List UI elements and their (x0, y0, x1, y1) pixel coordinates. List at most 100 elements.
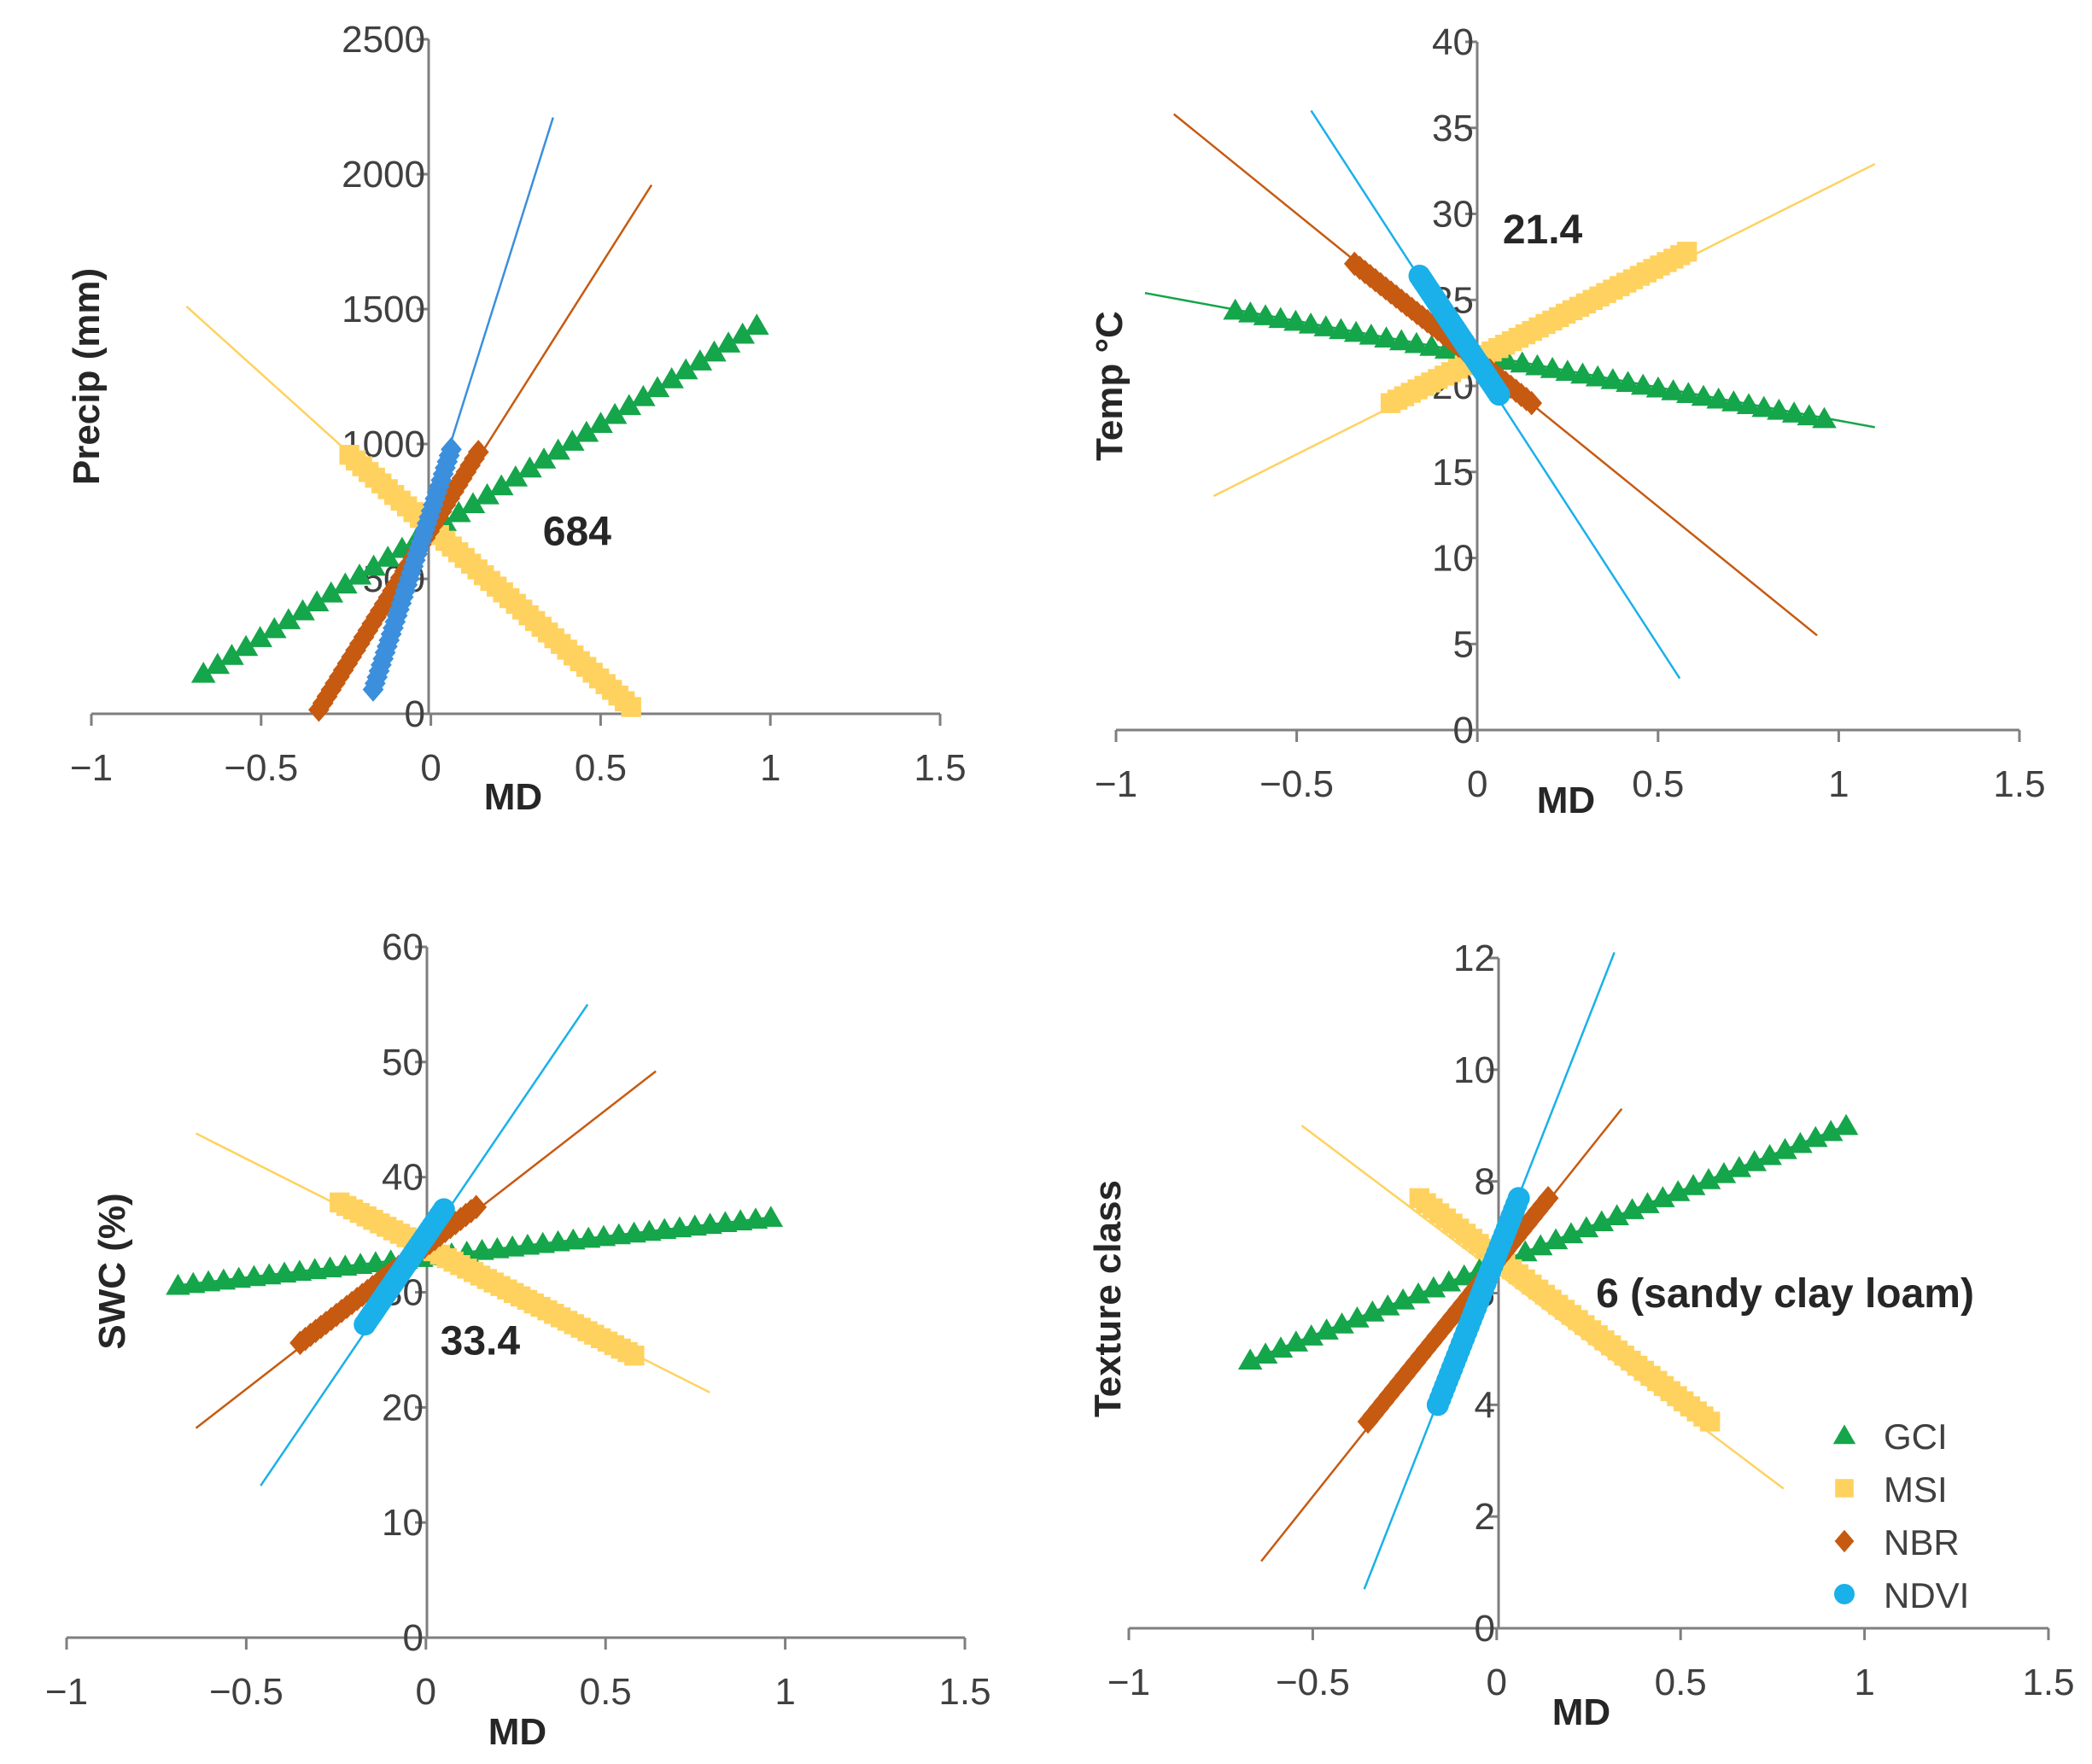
data-point-gci (361, 554, 386, 576)
x-tick-label: 1.5 (2022, 1662, 2074, 1703)
data-point-gci (1543, 1228, 1569, 1250)
y-axis-title-temp: Temp °C (1089, 311, 1131, 461)
data-point-nbr (1527, 1199, 1549, 1224)
y-tick-label: 15 (1432, 452, 1474, 494)
data-point-gci (1452, 1264, 1476, 1286)
data-point-gci (1374, 326, 1399, 348)
legend-label-nbr: NBR (1884, 1522, 1960, 1562)
y-tick-label: 20 (382, 1387, 424, 1428)
data-point-gci (1781, 401, 1807, 423)
data-point-ndvi (441, 437, 462, 462)
data-point-gci (1360, 1300, 1385, 1322)
data-point-gci (716, 331, 741, 353)
data-point-gci (503, 464, 529, 487)
y-tick-label: 30 (1432, 194, 1474, 236)
data-point-gci (1494, 348, 1520, 370)
data-point-gci (1604, 1204, 1629, 1225)
data-point-gci (1812, 406, 1837, 429)
x-tick-label: 1.5 (914, 747, 966, 789)
data-point-gci (1268, 307, 1294, 329)
y-tick-label: 50 (382, 1042, 424, 1084)
panel-precip: Precip (mm) MD −1−0.500.511.505001000150… (66, 19, 967, 818)
data-point-gci (1736, 393, 1762, 415)
y-tick-label: 5 (1453, 623, 1474, 665)
data-point-gci (645, 376, 670, 398)
data-point-gci (1329, 1312, 1354, 1334)
annotation-value: 684 (543, 510, 611, 555)
data-point-gci (1421, 1276, 1446, 1298)
data-point-gci (1268, 1336, 1294, 1358)
data-point-gci (1833, 1113, 1859, 1136)
data-point-msi (1676, 242, 1698, 262)
data-point-gci (1375, 1294, 1400, 1316)
data-point-nbr (1537, 1185, 1559, 1211)
legend-item-gci: GCI (1832, 1416, 1948, 1457)
data-point-gci (1680, 1174, 1706, 1195)
y-tick-label: 35 (1432, 108, 1474, 149)
data-point-gci (1706, 387, 1731, 409)
x-axis-title-precip: MD (484, 776, 542, 818)
data-point-gci (1767, 398, 1791, 420)
data-point-gci (1803, 1125, 1828, 1148)
y-tick-label: 0 (1475, 1608, 1495, 1650)
data-point-gci (517, 456, 542, 478)
x-tick-label: 0 (1467, 763, 1487, 805)
y-tick-label: 4 (1475, 1384, 1495, 1426)
data-point-gci (702, 340, 727, 362)
data-point-gci (488, 474, 514, 496)
data-point-gci (1419, 335, 1444, 356)
x-tick-label: −0.5 (1276, 1662, 1350, 1703)
data-point-gci (1345, 1306, 1370, 1328)
data-point-gci (1788, 1131, 1813, 1154)
panel-temp: Temp °C MD −1 −0.5 0 0.5 1 1.5051015202530354… (1089, 21, 2046, 821)
y-tick-label: 40 (382, 1157, 424, 1199)
x-tick-label: −0.5 (209, 1671, 283, 1713)
legend-label-msi: MSI (1884, 1469, 1948, 1510)
data-point-msi (621, 697, 641, 717)
data-point-gci (616, 394, 642, 416)
x-tick-label: 1 (774, 1671, 795, 1713)
y-tick-label: 8 (1475, 1161, 1495, 1203)
data-point-gci (1651, 1186, 1675, 1207)
legend-swatch-nbr (1834, 1529, 1855, 1553)
data-point-gci (1540, 357, 1565, 378)
data-point-nbr (1400, 1357, 1422, 1381)
data-point-gci (233, 634, 259, 657)
y-tick-label: 2000 (342, 154, 425, 196)
annotation-value: 6 (sandy clay loam) (1596, 1271, 1974, 1317)
data-point-gci (1751, 395, 1777, 418)
data-point-gci (1616, 371, 1640, 393)
data-point-gci (1558, 1222, 1584, 1244)
legend-item-nbr: NBR (1834, 1522, 1960, 1562)
data-point-gci (304, 590, 330, 612)
panel-swc: SWC (%) MD −1 −0.5 0 0.5 1 1.5010203040506033… (45, 926, 991, 1753)
x-tick-label: −1 (1107, 1662, 1150, 1703)
y-tick-label: 10 (382, 1502, 424, 1544)
data-point-gci (261, 616, 287, 639)
data-point-gci (347, 563, 372, 585)
data-point-ndvi (432, 1198, 455, 1221)
data-point-gci (1620, 1198, 1645, 1219)
data-point-gci (1298, 312, 1324, 334)
data-point-gci (673, 358, 698, 380)
data-point-gci (1390, 1288, 1416, 1310)
legend-swatch-gci (1832, 1424, 1856, 1445)
y-tick-label: 12 (1453, 937, 1495, 979)
data-point-gci (460, 492, 486, 514)
data-point-gci (1757, 1143, 1782, 1165)
legend-item-ndvi: NDVI (1834, 1575, 1969, 1615)
data-point-gci (1661, 379, 1686, 400)
data-point-gci (1329, 318, 1353, 340)
annotation-value: 21.4 (1503, 207, 1583, 253)
data-point-gci (574, 420, 599, 442)
data-point-gci (1283, 1330, 1309, 1352)
data-point-gci (1691, 384, 1716, 406)
data-point-gci (1405, 1282, 1431, 1304)
data-point-nbr (1357, 1409, 1379, 1434)
data-point-gci (1436, 1270, 1462, 1292)
y-tick-label: 60 (382, 926, 424, 968)
data-point-gci (1223, 298, 1248, 320)
data-point-nbr (1511, 1218, 1533, 1244)
data-point-gci (1645, 376, 1671, 398)
